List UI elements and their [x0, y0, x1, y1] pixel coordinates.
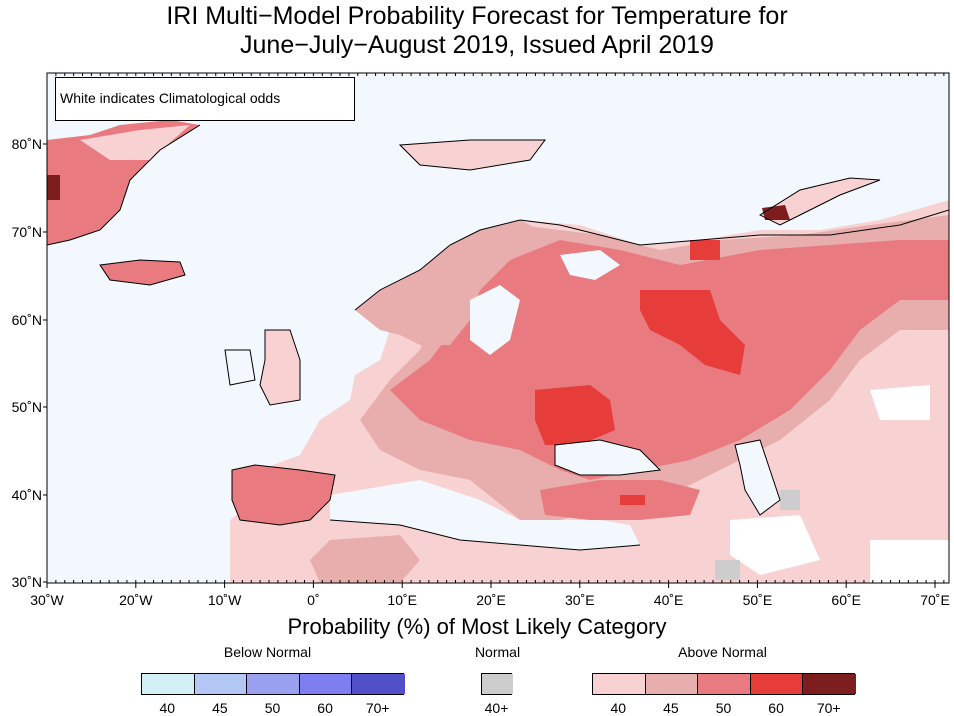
land-svalbard [400, 140, 545, 170]
legend-swatch [482, 674, 513, 694]
legend-swatch [142, 674, 195, 694]
lon-label: 70˚E [920, 592, 950, 608]
land-50 [390, 240, 949, 480]
legend-tick-label: 40+ [484, 700, 509, 716]
longitude-axis: 30˚W 20˚W 10˚W 0˚ 10˚E 20˚E 30˚E 40˚E 50˚E 60˚E 70… [30, 73, 950, 608]
land-60-russia [640, 290, 745, 375]
lon-label: 10˚W [208, 592, 242, 608]
legend-swatch [593, 674, 646, 694]
lat-label: 80˚N [12, 136, 42, 152]
land-grey-2 [715, 560, 740, 580]
below-normal-label: Below Normal [223, 644, 312, 660]
above-normal-label: Above Normal [678, 644, 767, 660]
land-greenland [47, 120, 200, 245]
land-turkey-60 [620, 495, 645, 505]
sea-baltic [470, 285, 520, 355]
land-nz-dark [762, 205, 790, 220]
climatology-note: White indicates Climatological odds [55, 77, 355, 121]
sea-med [330, 480, 640, 550]
legend-tick-label: 60 [768, 700, 784, 716]
land-60-ukraine [535, 385, 615, 445]
legend-swatch [645, 674, 699, 694]
legend-swatch [750, 674, 804, 694]
land-greenland-dark [47, 175, 60, 200]
lon-label: 30˚W [30, 592, 64, 608]
legend-swatch [803, 674, 856, 694]
land-60-north [690, 240, 720, 260]
land-iceland [100, 260, 185, 285]
legend-swatch [194, 674, 248, 694]
sea-white [560, 250, 620, 280]
legend-tick-label: 50 [264, 700, 281, 716]
land-white-east1 [870, 385, 930, 420]
map-title-line2: June−July−August 2019, Issued April 2019 [240, 31, 714, 59]
land-scandinavia [355, 220, 540, 345]
legend-tick-label: 40 [159, 700, 176, 716]
legend-tick-label: 45 [212, 700, 228, 716]
land-grey-1 [780, 490, 800, 510]
normal-colorbar [481, 673, 513, 695]
lat-label: 40˚N [12, 487, 42, 503]
lon-label: 20˚W [119, 592, 153, 608]
lon-label: 10˚E [387, 592, 417, 608]
legend-swatch [698, 674, 751, 694]
land-uk [260, 330, 300, 405]
lon-label: 0˚ [307, 592, 319, 608]
above-normal-colorbar [592, 673, 856, 695]
lon-label: 40˚E [654, 592, 684, 608]
legend-tick-label: 50 [715, 700, 732, 716]
lat-label: 50˚N [12, 399, 42, 415]
lon-label: 30˚E [565, 592, 595, 608]
land-novaya-zemlya [760, 178, 880, 225]
legend-swatch [352, 674, 405, 694]
land-white-east3 [870, 540, 949, 583]
forecast-shading [47, 120, 949, 583]
sea-caspian [735, 440, 780, 515]
legend-swatch [247, 674, 300, 694]
land-greenland-light [80, 125, 190, 160]
map-frame [46, 72, 950, 584]
below-normal-colorbar [141, 673, 405, 695]
legend-tick-label: 45 [663, 700, 679, 716]
lon-label: 20˚E [476, 592, 506, 608]
legend-tick-label: 70+ [365, 700, 390, 716]
lon-label: 60˚E [831, 592, 861, 608]
normal-label: Normal [474, 644, 521, 660]
legend-tick-label: 70+ [816, 700, 841, 716]
lat-label: 70˚N [12, 224, 42, 240]
land-sahara-45 [310, 535, 420, 583]
legend-xlabel: Probability (%) of Most Likely Category [287, 614, 667, 639]
latitude-axis: 80˚N 70˚N 60˚N 50˚N 40˚N 30˚N [12, 136, 47, 590]
legend-swatch [299, 674, 353, 694]
lat-label: 30˚N [12, 574, 42, 590]
legend-tick-label: 40 [610, 700, 627, 716]
coastlines [47, 124, 949, 551]
lat-label: 60˚N [12, 312, 42, 328]
land-ireland [225, 350, 255, 385]
lon-label: 50˚E [743, 592, 773, 608]
legend-tick-label: 60 [317, 700, 333, 716]
land-white-east2 [730, 515, 820, 575]
map-title-line1: IRI Multi−Model Probability Forecast for… [166, 2, 788, 30]
land-iberia [232, 465, 335, 525]
